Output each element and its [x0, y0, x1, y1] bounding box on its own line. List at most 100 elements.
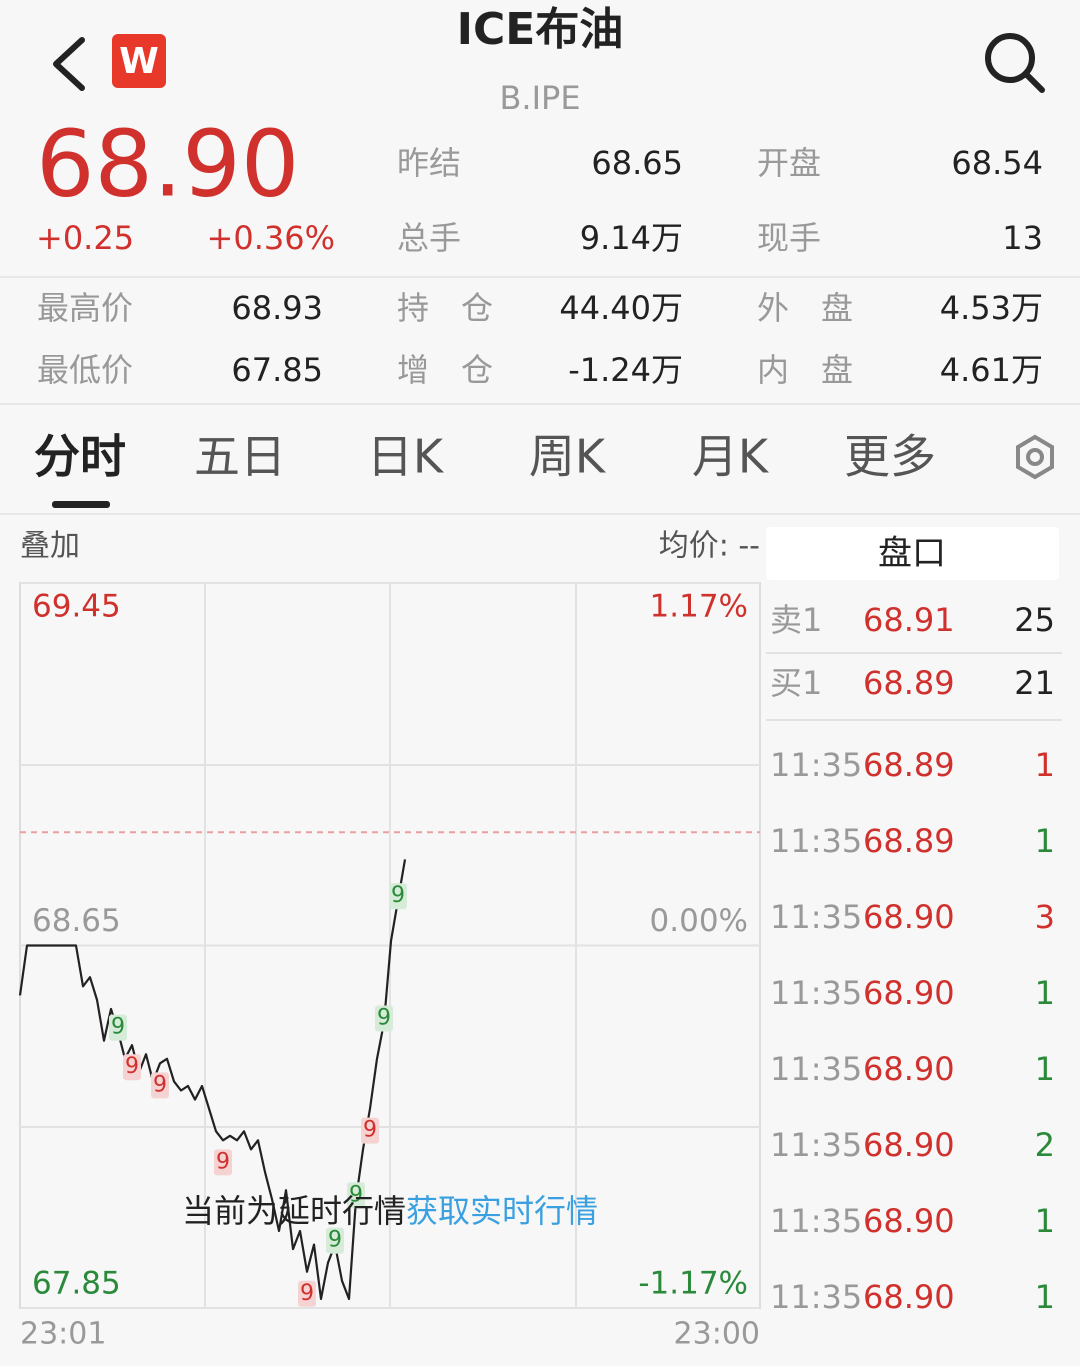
- y2-tick-label: 0.00%: [650, 903, 748, 939]
- signal-text: 9: [153, 1072, 167, 1097]
- signal-badge: [151, 1072, 169, 1099]
- title: ICE布油: [457, 4, 624, 55]
- signal-text: 9: [391, 883, 405, 908]
- tab[interactable]: 分时: [34, 430, 126, 484]
- trade-time: 11:35: [770, 822, 862, 860]
- avg-price: 均价: --: [659, 529, 760, 564]
- overlay-button[interactable]: 叠加: [20, 529, 80, 564]
- tab[interactable]: 周K: [529, 430, 607, 484]
- signal-badge: [298, 1280, 316, 1307]
- stat-value: 13: [1002, 219, 1043, 257]
- settings-icon: [1016, 434, 1054, 480]
- signal-badge: [123, 1054, 141, 1081]
- stat-value: 67.85: [231, 351, 323, 389]
- book-side: 买1: [770, 664, 822, 702]
- stat-label: 持 仓: [397, 289, 493, 327]
- y2-tick-label: -1.17%: [638, 1266, 748, 1302]
- notice-link[interactable]: 获取实时行情: [406, 1192, 598, 1230]
- stat-label: 内 盘: [757, 351, 853, 389]
- trade-volume: 1: [1035, 746, 1055, 784]
- back-button[interactable]: [53, 37, 85, 91]
- stat-value: 68.54: [951, 144, 1043, 182]
- signal-badge: [389, 883, 407, 910]
- tab[interactable]: 月K: [692, 430, 770, 484]
- y-tick-label: 69.45: [32, 589, 121, 625]
- settings-icon: [1026, 448, 1044, 466]
- signal-badge: [214, 1149, 232, 1176]
- trade-volume: 1: [1035, 1278, 1055, 1316]
- notice: 当前为延时行情获取实时行情: [182, 1192, 598, 1230]
- symbol-code: B.IPE: [499, 79, 580, 117]
- trade-time: 11:35: [770, 746, 862, 784]
- stat-value: 9.14万: [580, 219, 683, 257]
- trade-volume: 1: [1035, 974, 1055, 1012]
- signal-text: 9: [363, 1118, 377, 1143]
- trade-time: 11:35: [770, 1202, 862, 1240]
- x-tick-label: 23:01: [20, 1317, 106, 1352]
- book-side: 卖1: [770, 601, 822, 639]
- stat-label: 外 盘: [757, 289, 853, 327]
- y-tick-label: 68.65: [32, 903, 121, 939]
- stat-label: 现手: [757, 219, 821, 257]
- settings-button[interactable]: [1016, 434, 1054, 480]
- signal-badge: [109, 1014, 127, 1041]
- stat-value: 68.93: [231, 289, 323, 327]
- tab[interactable]: 日K: [367, 430, 445, 484]
- signal-text: 9: [125, 1054, 139, 1079]
- stat-value: 68.65: [591, 144, 683, 182]
- price-change-pct: +0.36%: [207, 219, 335, 257]
- trade-volume: 1: [1035, 822, 1055, 860]
- tab-indicator: [52, 501, 110, 508]
- book-volume: 25: [1014, 601, 1055, 639]
- y2-tick-label: 1.17%: [650, 589, 748, 625]
- trade-time: 11:35: [770, 1126, 862, 1164]
- stat-label: 最高价: [37, 289, 133, 327]
- signal-text: 9: [216, 1149, 230, 1174]
- x-tick-label: 23:00: [674, 1317, 760, 1352]
- price-change: +0.25: [36, 219, 134, 257]
- book-price: 68.89: [863, 664, 955, 702]
- order-book-header: [766, 527, 1059, 580]
- signal-badge: [326, 1227, 344, 1254]
- signal-badge: [361, 1117, 379, 1144]
- trade-volume: 3: [1035, 898, 1055, 936]
- price-line: [18, 859, 407, 1301]
- signal-text: 9: [349, 1182, 363, 1207]
- trade-volume: 1: [1035, 1202, 1055, 1240]
- book-price: 68.91: [863, 601, 955, 639]
- trade-price: 68.89: [863, 822, 955, 860]
- stat-label: 开盘: [757, 144, 821, 182]
- app-logo[interactable]: [112, 34, 166, 88]
- stat-value: -1.24万: [568, 351, 683, 389]
- stat-label: 昨结: [397, 144, 461, 182]
- tab[interactable]: 五日: [194, 430, 286, 484]
- stat-label: 最低价: [37, 351, 133, 389]
- trade-price: 68.90: [863, 1126, 955, 1164]
- trade-price: 68.90: [863, 1278, 955, 1316]
- trade-time: 11:35: [770, 1050, 862, 1088]
- trade-volume: 1: [1035, 1050, 1055, 1088]
- signal-badge: [347, 1182, 365, 1209]
- notice-text: 当前为延时行情: [182, 1192, 406, 1230]
- logo-text: W: [119, 41, 159, 82]
- signal-text: 9: [377, 1006, 391, 1031]
- stat-value: 4.61万: [940, 351, 1043, 389]
- trade-volume: 2: [1035, 1126, 1055, 1164]
- stat-value: 44.40万: [559, 289, 683, 327]
- search-button[interactable]: [985, 33, 1045, 93]
- trade-price: 68.89: [863, 746, 955, 784]
- trade-price: 68.90: [863, 974, 955, 1012]
- trade-price: 68.90: [863, 1050, 955, 1088]
- signal-badge: [375, 1005, 393, 1032]
- last-price: 68.90: [36, 110, 299, 217]
- signal-text: 9: [300, 1281, 314, 1306]
- stat-label: 总手: [397, 219, 461, 257]
- tab[interactable]: 更多: [844, 430, 936, 484]
- signal-text: 9: [328, 1228, 342, 1253]
- order-book-title: 盘口: [878, 534, 946, 574]
- y-tick-label: 67.85: [32, 1266, 121, 1302]
- trade-price: 68.90: [863, 898, 955, 936]
- stat-label: 增 仓: [397, 351, 493, 389]
- trade-time: 11:35: [770, 898, 862, 936]
